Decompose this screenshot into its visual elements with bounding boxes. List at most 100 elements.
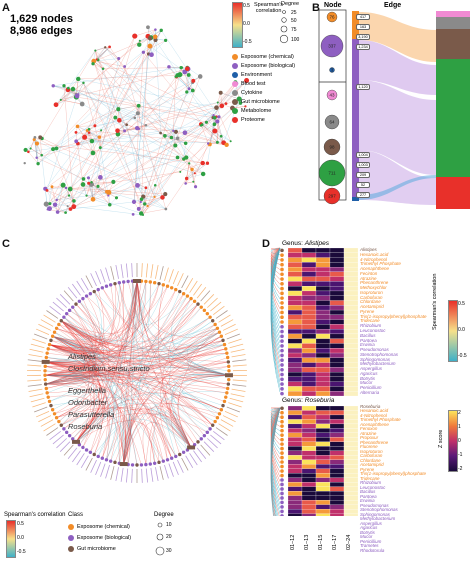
legend-label: Gut microbiome [241,98,280,105]
network-node [186,73,191,77]
network-node [183,141,188,146]
network-node [238,101,243,105]
circle-node [144,462,148,467]
circle-node [43,377,47,382]
heatmap-cell [301,423,317,429]
circle-node [77,299,82,303]
network-node [212,116,217,120]
row-node [280,258,284,262]
network-node [169,135,174,140]
heatmap-cell [343,314,358,320]
heatmap-cell [287,473,303,478]
network-edge [77,136,100,144]
network-edge [184,124,202,133]
network-node [88,181,95,187]
legend-swatch [232,53,238,60]
heatmap-cell [329,257,345,263]
network-node [64,211,67,214]
heatmap-cell [343,333,358,339]
row-label: Leuconostoc [360,484,386,490]
heatmap-cell [329,482,345,487]
row-label: Carbofuran [360,453,383,459]
circle-edge [123,332,220,465]
heatmap-cell [329,477,345,483]
flow-labels: 1,004 1,003 209 52 277 [356,152,370,202]
legend-label: Environment [241,71,272,78]
network-node [184,182,187,185]
heatmap-cell [343,281,358,287]
network-node [185,90,189,94]
heatmap-cell [301,441,317,447]
heatmap-cell [301,405,317,411]
network-node [97,135,102,139]
network-node [141,213,145,216]
hub-node [187,445,196,450]
network-node [153,195,156,199]
network-node [100,129,103,132]
circle-node [104,458,109,462]
radial-label-mark [203,441,215,452]
radial-label-mark [56,297,67,308]
heatmap-cell [343,329,358,335]
network-edge [141,67,183,214]
network-node [51,84,55,88]
c-degree-value: 20 [166,534,172,540]
network-node [85,194,88,197]
circle-node [202,433,207,438]
heatmap-cell [315,329,331,335]
heatmap-cell [301,482,317,487]
circle-edge [56,407,192,448]
circle-node [219,408,224,412]
radial-label-mark [200,290,211,302]
network-edge [78,78,217,108]
heatmap-cell [301,257,317,263]
heatmap-cell [315,290,331,296]
network-node [193,185,198,189]
radial-label-mark [218,314,231,323]
network-edge [45,137,85,189]
network-edge [30,139,35,149]
radial-label-mark [218,423,231,432]
degree-value: 75 [291,27,297,33]
network-node [146,204,149,208]
node-bubble-count: 76 [329,15,335,20]
network-node [27,150,30,154]
network-edge [83,82,141,203]
circle-edge [52,336,195,445]
network-edge [99,137,101,148]
c-class-title: Class [68,512,84,518]
heatmap-cell [315,441,331,447]
heatmap-cell [343,468,358,474]
circle-node [227,377,231,382]
heatmap-cell [287,477,303,483]
radial-label-mark [189,453,198,466]
network-edge [134,29,156,37]
network-node [71,204,77,210]
network-node [190,88,195,93]
circle-node [215,416,220,420]
radial-label-mark [155,264,159,279]
network-edge [189,163,204,175]
circle-edge [162,328,218,448]
network-node [55,210,60,214]
heatmap-cell [343,477,358,483]
heatmap-cell [287,464,303,469]
heatmap-cell [301,428,317,434]
network-edge [138,125,146,130]
circle-edge [52,281,142,342]
circle-edge [61,320,95,442]
network-node [132,33,138,39]
circle-node [46,395,50,399]
heatmap-cell [343,473,358,478]
network-node [173,129,178,134]
circle-edge [45,361,229,385]
network-node [191,78,196,83]
network-edge [65,187,142,214]
network-node [82,134,88,140]
highlight-genus-label: Clostridium.sensu.stricto [68,364,150,373]
heatmap-cell [287,357,303,363]
network-node [48,202,52,206]
colorbar-tick: 0.0 [243,21,250,27]
network-edge [100,130,102,148]
radial-label-mark [27,379,42,382]
